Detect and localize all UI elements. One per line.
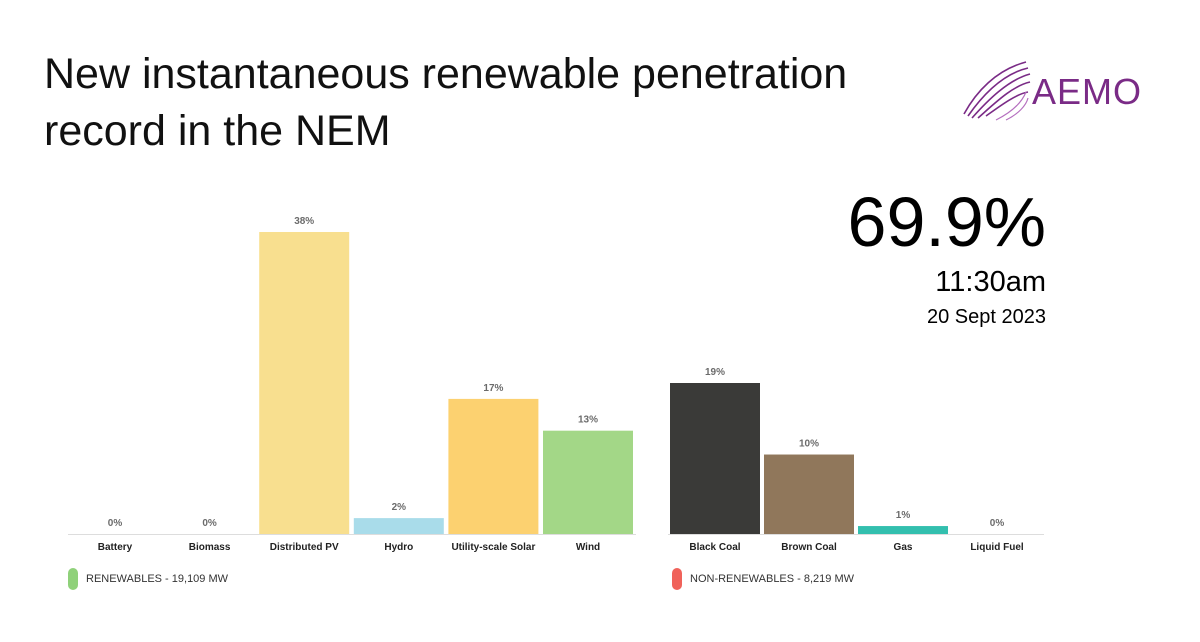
legend-label-non-renewables: NON-RENEWABLES - 8,219 MW (690, 573, 855, 585)
headline-date: 20 Sept 2023 (927, 306, 1046, 328)
category-label-utility-scale-solar: Utility-scale Solar (451, 542, 535, 553)
bar-wind (543, 430, 633, 534)
bar-hydro (353, 518, 444, 534)
page-title: New instantaneous renewable penetration … (44, 50, 848, 155)
data-label-hydro: 2% (392, 502, 407, 513)
data-label-black-coal: 19% (705, 367, 725, 378)
category-label-biomass: Biomass (189, 542, 231, 553)
category-label-brown-coal: Brown Coal (781, 542, 837, 553)
bar-gas (858, 526, 948, 534)
data-label-gas: 1% (896, 510, 911, 521)
category-label-battery: Battery (98, 542, 133, 553)
headline-time: 11:30am (935, 266, 1046, 298)
category-label-hydro: Hydro (384, 542, 413, 553)
bar-black-coal (670, 383, 760, 534)
legend-label-renewables: RENEWABLES - 19,109 MW (86, 573, 229, 585)
legend-marker-renewables (68, 568, 78, 590)
data-label-battery: 0% (108, 518, 123, 529)
category-label-distributed-pv: Distributed PV (270, 542, 339, 553)
legend-renewables: RENEWABLES - 19,109 MW (68, 568, 228, 590)
category-label-gas: Gas (894, 542, 913, 553)
legend-non-renewables: NON-RENEWABLES - 8,219 MW (672, 568, 854, 590)
data-label-liquid-fuel: 0% (990, 518, 1005, 529)
bar-distributed-pv (259, 232, 350, 534)
logo-text: AEMO (1032, 71, 1143, 112)
bar-brown-coal (764, 454, 854, 534)
category-label-liquid-fuel: Liquid Fuel (970, 542, 1024, 553)
data-label-biomass: 0% (202, 518, 217, 529)
aemo-swirl-logo-icon (963, 61, 1031, 121)
data-label-brown-coal: 10% (799, 439, 819, 450)
category-label-black-coal: Black Coal (689, 542, 740, 553)
data-label-utility-scale-solar: 17% (483, 383, 503, 394)
legend-marker-non-renewables (672, 568, 682, 590)
data-label-distributed-pv: 38% (294, 216, 314, 227)
category-label-wind: Wind (576, 542, 600, 553)
headline-percentage: 69.9% (847, 183, 1046, 261)
data-label-wind: 13% (578, 415, 598, 426)
bar-utility-scale-solar (448, 398, 539, 534)
